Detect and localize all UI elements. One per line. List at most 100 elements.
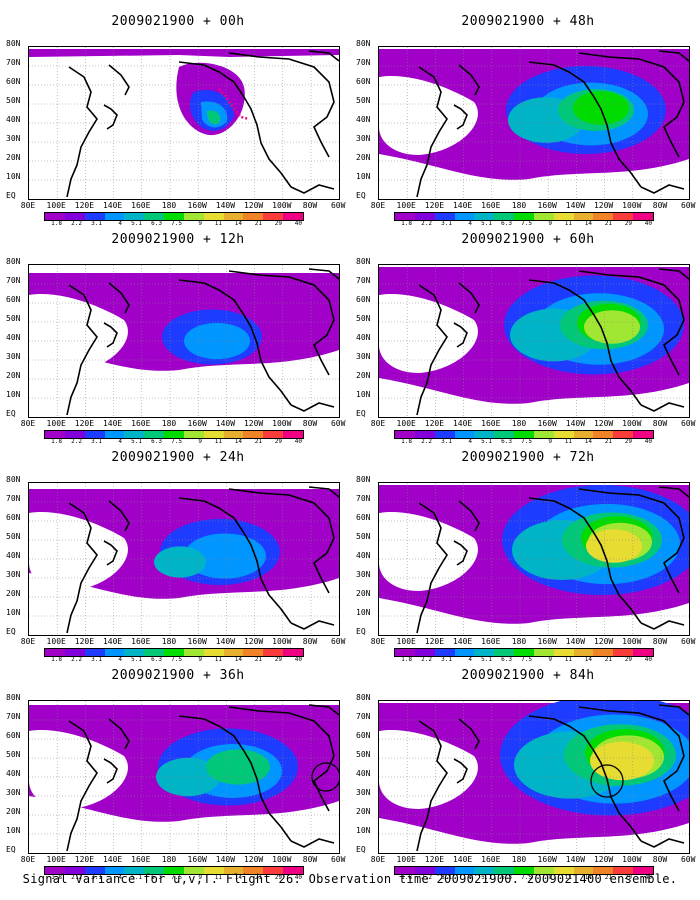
longitude-label: 160W <box>537 201 557 210</box>
colorbar-segment <box>64 649 85 656</box>
colorbar-segment <box>613 431 634 438</box>
colorbar-segment <box>45 867 65 874</box>
latitude-label: 80N <box>6 39 21 48</box>
latitude-label: 60N <box>6 77 21 86</box>
longitude-axis: 80E 100E 120E 140E 160E 180 160W 140W 120W 100W 80… <box>18 637 348 647</box>
coastline <box>658 486 689 498</box>
colorbar-segment <box>414 867 435 874</box>
colorbar-segment <box>514 213 534 220</box>
variance-map <box>378 482 690 636</box>
figure-caption: Signal Variance for u,v,T. Flight 26. Ob… <box>22 872 678 886</box>
colorbar-label: 40 <box>644 874 652 881</box>
longitude-label: 80W <box>652 637 668 646</box>
latitude-label: 80N <box>6 475 21 484</box>
longitude-label: 140E <box>102 201 123 210</box>
colorbar-label: 7.5 <box>171 656 182 663</box>
longitude-label: 160W <box>187 855 207 864</box>
longitude-label: 100W <box>272 637 292 646</box>
longitude-label: 60W <box>330 855 346 864</box>
longitude-label: 60W <box>680 637 696 646</box>
colorbar-segment <box>454 213 475 220</box>
longitude-label: 80E <box>370 855 386 864</box>
colorbar-label: 1.8 <box>401 656 412 663</box>
longitude-label: 140E <box>102 637 123 646</box>
colorbar-segment <box>553 867 574 874</box>
colorbar-segment <box>164 431 184 438</box>
coastline <box>453 322 468 348</box>
latitude-axis: 80N 70N 60N 50N 40N 30N 20N 10N EQ <box>356 258 378 420</box>
longitude-label: 160W <box>187 637 207 646</box>
colorbar-segment <box>434 213 455 220</box>
panel-title: 2009021900 + 72h <box>461 450 595 465</box>
map-svg <box>379 265 689 417</box>
forecast-panel: 2009021900 + 12h 80N 70N 60N 50N 40N 30N 20N 10N… <box>6 224 348 446</box>
colorbar-segment <box>533 867 554 874</box>
colorbar-label: 14 <box>584 656 592 663</box>
latitude-label: EQ <box>356 845 366 854</box>
colorbar-segment <box>494 649 515 656</box>
latitude-label: 70N <box>356 276 371 285</box>
coastline <box>578 52 685 158</box>
coastline <box>66 284 98 416</box>
colorbar-segment <box>183 867 204 874</box>
colorbar-label: 4 <box>118 656 122 663</box>
latitude-label: 70N <box>356 58 371 67</box>
variance-contour-fill <box>29 49 339 57</box>
colorbar-label: 1.8 <box>51 874 62 881</box>
colorbar-segment <box>573 431 594 438</box>
colorbar-segment <box>434 431 455 438</box>
colorbar-segment <box>45 431 65 438</box>
colorbar-segment <box>283 431 303 438</box>
colorbar-segment <box>553 649 574 656</box>
colorbar-segment <box>124 649 145 656</box>
latitude-label: 60N <box>6 731 21 740</box>
coastline <box>108 718 130 750</box>
longitude-label: 120W <box>593 201 614 210</box>
coastline <box>658 50 689 62</box>
latitude-label: 10N <box>6 608 21 617</box>
coastline <box>458 64 480 96</box>
latitude-axis: 80N 70N 60N 50N 40N 30N 20N 10N EQ <box>6 694 28 856</box>
colorbar <box>44 212 304 221</box>
coastline <box>658 704 689 716</box>
colorbar-label: 9 <box>548 874 552 881</box>
colorbar-segment <box>144 649 165 656</box>
colorbar-segment <box>144 213 165 220</box>
longitude-label: 160W <box>187 201 207 210</box>
longitude-label: 140W <box>215 855 236 864</box>
colorbar-segment <box>533 213 554 220</box>
longitude-label: 180 <box>511 419 527 428</box>
latitude-axis: 80N 70N 60N 50N 40N 30N 20N 10N EQ <box>356 476 378 638</box>
variance-contour-fill <box>154 546 206 578</box>
longitude-label: 100E <box>396 201 416 210</box>
latitude-label: 10N <box>356 390 371 399</box>
latitude-label: 40N <box>6 551 21 560</box>
colorbar-label: 11 <box>564 874 572 881</box>
latitude-label: EQ <box>356 627 366 636</box>
coastline <box>290 184 335 194</box>
colorbar-segment <box>395 867 415 874</box>
colorbar-label: 1.8 <box>51 220 62 227</box>
forecast-panel: 2009021900 + 36h 80N 70N 60N 50N 40N 30N 20N 10N… <box>6 660 348 882</box>
colorbar-segment <box>84 867 105 874</box>
unshaded-region <box>29 730 128 809</box>
longitude-label: 180 <box>161 419 177 428</box>
colorbar-label: 21 <box>604 220 612 227</box>
latitude-label: 40N <box>356 551 371 560</box>
map-svg <box>29 701 339 853</box>
colorbar-segment <box>593 213 614 220</box>
colorbar <box>44 648 304 657</box>
latitude-label: 50N <box>356 96 371 105</box>
colorbar-label: 40 <box>644 438 652 445</box>
longitude-label: 100E <box>46 637 66 646</box>
colorbar-segment <box>283 213 303 220</box>
colorbar-segment <box>183 649 204 656</box>
colorbar-label: 7.5 <box>521 656 532 663</box>
colorbar-label: 29 <box>274 656 282 663</box>
latitude-label: 50N <box>6 750 21 759</box>
longitude-label: 180 <box>511 637 527 646</box>
longitude-label: 80E <box>20 201 36 210</box>
colorbar-segment <box>633 213 653 220</box>
latitude-label: 70N <box>6 494 21 503</box>
colorbar-labels: 1.8 2.2 3.1 4 5.1 6.3 7.5 9 11 14 21 29 40 <box>394 874 654 882</box>
